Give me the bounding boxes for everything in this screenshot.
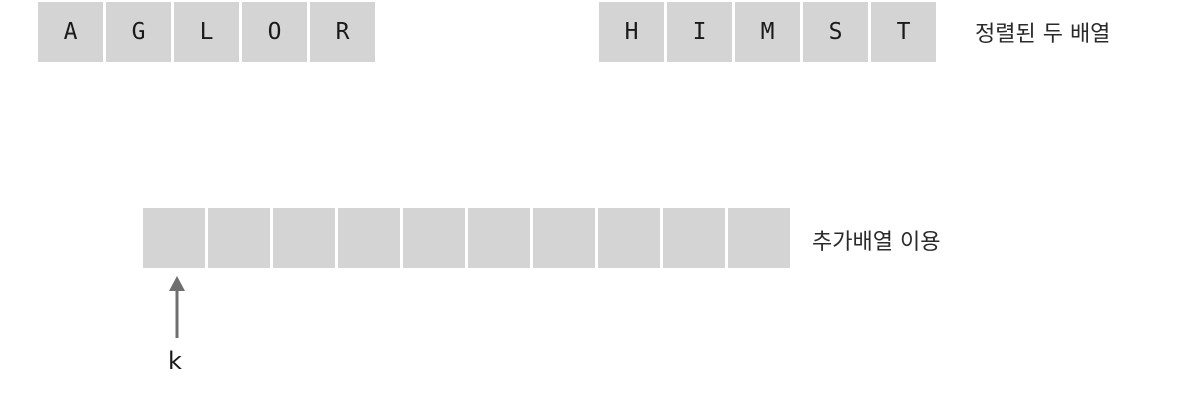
array-cell: L (174, 2, 239, 62)
temp-array-cell (273, 208, 335, 268)
temp-array-cell (468, 208, 530, 268)
temp-array (143, 208, 790, 268)
array-cell: A (38, 2, 103, 62)
array-cell: S (803, 2, 868, 62)
array-cell: O (242, 2, 307, 62)
temp-array-cell (728, 208, 790, 268)
sorted-array-right: H I M S T (599, 2, 936, 62)
temp-array-cell (208, 208, 270, 268)
array-cell: T (871, 2, 936, 62)
sorted-arrays-caption: 정렬된 두 배열 (975, 22, 1111, 47)
temp-array-cell (663, 208, 725, 268)
temp-array-cell (143, 208, 205, 268)
temp-array-cell (338, 208, 400, 268)
up-arrow-icon (169, 276, 185, 338)
array-cell: M (735, 2, 800, 62)
array-cell: H (599, 2, 664, 62)
array-cell: R (310, 2, 375, 62)
array-cell: I (667, 2, 732, 62)
temp-array-cell (533, 208, 595, 268)
temp-array-caption: 추가배열 이용 (812, 230, 941, 255)
temp-array-cell (403, 208, 465, 268)
array-cell: G (106, 2, 171, 62)
temp-array-cell (598, 208, 660, 268)
sorted-array-left: A G L O R (38, 2, 375, 62)
pointer-label: k (168, 347, 182, 375)
